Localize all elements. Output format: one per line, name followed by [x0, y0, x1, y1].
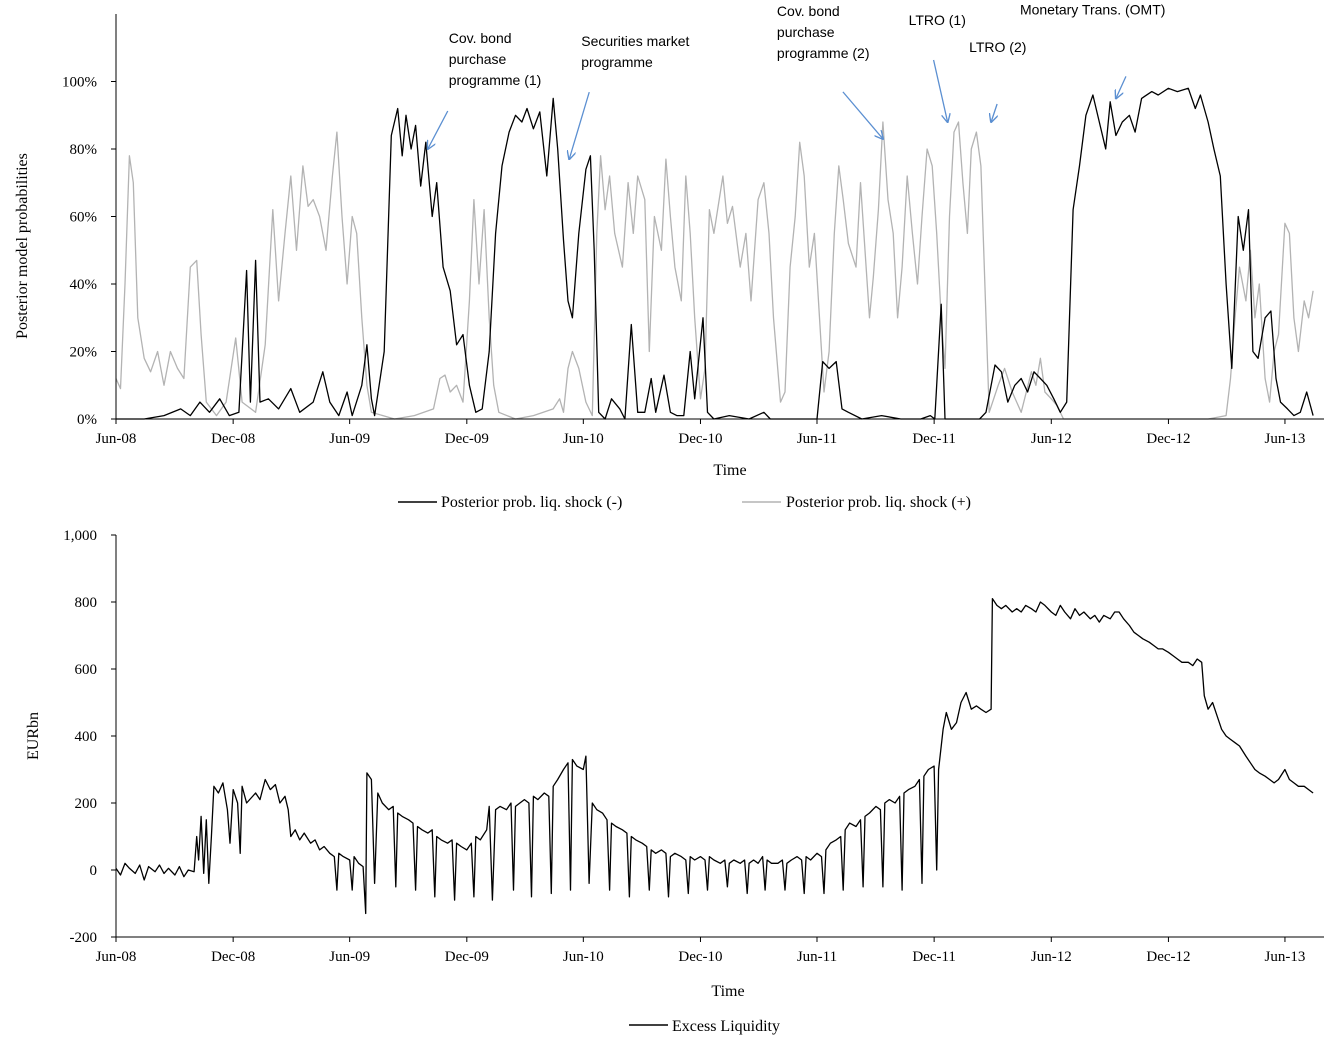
- y-tick-label: 800: [75, 595, 98, 611]
- annotation-text: programme (1): [449, 72, 542, 88]
- y-tick-label: 600: [75, 662, 98, 678]
- legend-label-positive: Posterior prob. liq. shock (+): [786, 494, 971, 511]
- annotation-text: purchase: [449, 51, 507, 67]
- annotation: Cov. bond purchase programme (1): [428, 30, 542, 149]
- annotation: Cov. bond purchase programme (2): [777, 3, 883, 139]
- probability-plot-area: [115, 87, 1314, 420]
- series-line-1: [115, 597, 1314, 915]
- probability-chart: 0% 20% 40% 60% 80% 100% Jun-08 Dec-08 Jun-09 Dec…: [14, 1, 1324, 511]
- liquidity-plot-area: [115, 597, 1314, 915]
- annotation-text: programme: [581, 54, 653, 70]
- liquidity-y-ticks: -200 0 200 400 600 800 1,000: [63, 528, 116, 946]
- legend-label-excess-liquidity: Excess Liquidity: [672, 1018, 780, 1035]
- probability-y-axis-title: Posterior model probabilities: [14, 153, 31, 339]
- x-tick-label: Dec-09: [445, 949, 489, 965]
- probability-legend: Posterior prob. liq. shock (-) Posterior…: [398, 494, 971, 511]
- x-tick-label: Dec-12: [1146, 949, 1190, 965]
- annotation-arrow: [932, 59, 948, 122]
- annotation-text: Securities market: [581, 33, 689, 49]
- x-tick-label: Dec-09: [445, 431, 489, 447]
- annotation: "Preserving the Euro" changes incollater…: [1020, 1, 1165, 98]
- x-tick-label: Dec-08: [211, 431, 255, 447]
- annotation-arrow: [569, 91, 590, 159]
- liquidity-legend: Excess Liquidity: [629, 1018, 780, 1035]
- y-tick-label: 80%: [70, 142, 98, 158]
- x-tick-label: Jun-13: [1265, 949, 1306, 965]
- x-tick-label: Jun-12: [1031, 949, 1072, 965]
- annotation-arrow: [842, 91, 883, 139]
- liquidity-x-ticks: Jun-08 Dec-08 Jun-09 Dec-09 Jun-10 Dec-10 Jun-…: [96, 937, 1306, 965]
- annotation: LTRO (1): [909, 12, 966, 122]
- annotation: Securities market programme: [569, 33, 689, 159]
- y-tick-label: 40%: [70, 277, 98, 293]
- probability-x-ticks: Jun-08 Dec-08 Jun-09 Dec-09 Jun-10 Dec-10 Jun-…: [96, 419, 1306, 447]
- y-tick-label: 0: [90, 863, 98, 879]
- probability-y-ticks: 0% 20% 40% 60% 80% 100%: [62, 75, 116, 428]
- x-tick-label: Jun-12: [1031, 431, 1072, 447]
- annotations: Cov. bond purchase programme (1) Securities…: [428, 1, 1165, 159]
- y-tick-label: 0%: [77, 412, 97, 428]
- x-tick-label: Jun-09: [329, 431, 370, 447]
- annotation-arrow: [991, 103, 997, 122]
- annotation-arrow: [428, 110, 449, 149]
- x-tick-label: Dec-10: [678, 431, 722, 447]
- annotation-text: LTRO (1): [909, 12, 966, 28]
- y-tick-label: 60%: [70, 210, 98, 226]
- x-tick-label: Dec-08: [211, 949, 255, 965]
- annotation-text: Cov. bond: [449, 30, 512, 46]
- y-tick-label: 100%: [62, 75, 97, 91]
- annotation-arrow: [1116, 76, 1127, 98]
- annotation-text: LTRO (2): [969, 39, 1026, 55]
- x-tick-label: Jun-08: [96, 431, 137, 447]
- y-tick-label: 20%: [70, 345, 98, 361]
- y-tick-label: -200: [70, 930, 98, 946]
- y-tick-label: 400: [75, 729, 98, 745]
- series-line-2: [115, 121, 1314, 420]
- series-line-1: [116, 87, 1314, 420]
- annotation-text: Cov. bond: [777, 3, 840, 19]
- probability-x-axis-title: Time: [713, 462, 746, 479]
- x-tick-label: Jun-08: [96, 949, 137, 965]
- liquidity-y-axis-title: EURbn: [25, 712, 42, 760]
- x-tick-label: Dec-11: [912, 949, 956, 965]
- x-tick-label: Jun-13: [1265, 431, 1306, 447]
- x-tick-label: Dec-12: [1146, 431, 1190, 447]
- y-tick-label: 200: [75, 796, 98, 812]
- x-tick-label: Jun-09: [329, 949, 370, 965]
- annotation-text: programme (2): [777, 45, 870, 61]
- liquidity-x-axis-title: Time: [711, 983, 744, 1000]
- x-tick-label: Jun-11: [797, 431, 837, 447]
- x-tick-label: Jun-11: [797, 949, 837, 965]
- annotation-text: Monetary Trans. (OMT): [1020, 1, 1165, 17]
- annotation-text: purchase: [777, 24, 835, 40]
- x-tick-label: Dec-11: [912, 431, 956, 447]
- x-tick-label: Dec-10: [678, 949, 722, 965]
- legend-label-negative: Posterior prob. liq. shock (-): [441, 494, 622, 511]
- y-tick-label: 1,000: [63, 528, 97, 544]
- x-tick-label: Jun-10: [563, 431, 604, 447]
- annotation: LTRO (2): [969, 39, 1026, 122]
- x-tick-label: Jun-10: [563, 949, 604, 965]
